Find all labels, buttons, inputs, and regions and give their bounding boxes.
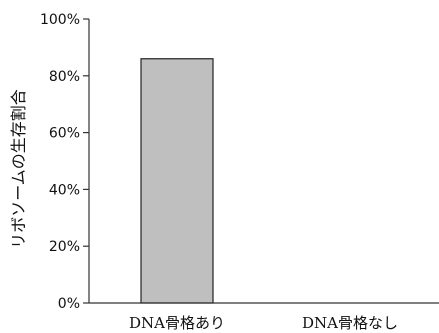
x-category-label: DNA骨格なし: [302, 314, 398, 332]
y-axis-title: リボソームの生存割合: [9, 89, 28, 249]
y-tick-label: 100%: [40, 12, 80, 28]
y-tick-label: 0%: [58, 296, 80, 312]
y-tick-label: 80%: [49, 69, 80, 85]
y-tick-label: 40%: [49, 182, 80, 198]
y-tick-label: 20%: [49, 239, 80, 255]
y-tick-label: 60%: [49, 126, 80, 142]
x-category-label: DNA骨格あり: [129, 314, 225, 332]
bars: [140, 58, 214, 304]
y-axis-ticks: 0% 20% 40% 60% 80% 100%: [40, 12, 89, 312]
x-axis-category-labels: DNA骨格あり DNA骨格なし: [129, 314, 398, 332]
bar: [140, 58, 214, 304]
